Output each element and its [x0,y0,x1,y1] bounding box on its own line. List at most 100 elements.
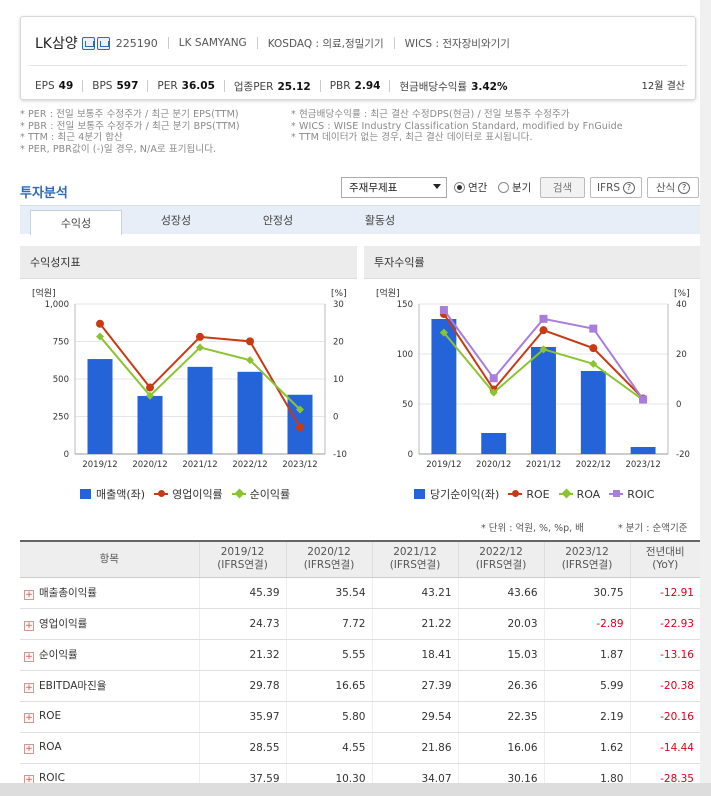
legend-item[interactable]: 매출액(좌) [80,486,145,502]
metric-value: 49 [58,80,74,92]
value-cell: 16.06 [457,732,544,764]
point-순이익률[interactable] [296,405,304,414]
expand-icon[interactable]: + [24,744,34,754]
ifrs-button[interactable]: IFRS? [590,177,642,198]
right-tick-label: 10 [333,375,344,385]
point-ROA[interactable] [539,345,548,354]
bar-당기순이익(좌)[interactable] [580,371,606,454]
radio-quarter[interactable]: 분기 [498,180,531,195]
english-name: LK SAMYANG [178,37,247,49]
radio-quarter-circle[interactable] [498,182,509,193]
point-영업이익률[interactable] [246,337,254,346]
expand-icon[interactable]: + [24,621,34,631]
value-cell: 30.75 [543,577,630,609]
row-label: 영업이익률 [39,618,88,630]
row-label-cell[interactable]: + ROA [20,732,199,764]
right-tick-label: 20 [333,338,344,348]
legend-item[interactable]: ROA [558,488,600,501]
point-ROIC[interactable] [489,374,498,383]
bar-당기순이익(좌)[interactable] [481,433,507,454]
column-header-title: 전년대비 [645,546,685,559]
point-ROE[interactable] [589,344,598,353]
point-ROA[interactable] [589,359,598,368]
legend-item[interactable]: 당기순이익(좌) [414,486,499,502]
bar-당기순이익(좌)[interactable] [630,447,656,454]
expand-icon[interactable]: + [24,713,34,723]
tab-profitability[interactable]: 수익성 [30,210,122,235]
x-tick-label: 2021/12 [526,460,561,470]
point-영업이익률[interactable] [96,319,104,328]
point-ROA[interactable] [439,328,448,337]
column-header-title: 항목 [99,552,119,565]
yoy-cell: -14.44 [629,732,700,764]
point-ROIC[interactable] [589,324,598,333]
point-순이익률[interactable] [196,343,204,352]
home-icon[interactable] [81,36,95,50]
bar-당기순이익(좌)[interactable] [531,347,556,454]
point-ROIC[interactable] [639,395,648,404]
right-tick-label: 40 [676,300,687,310]
chart-profitability-svg: [억원] [%] 1,000 750 500 250 0 30 20 10 0 -10 2019/12 2… [32,287,347,470]
point-ROIC[interactable] [439,306,448,315]
search-button[interactable]: 검색 [540,177,585,198]
statement-select[interactable]: 주재무제표 [341,177,447,198]
market-sector: KOSDAQ : 의료,정밀기기 [267,37,384,50]
point-ROE[interactable] [539,326,548,335]
bar-매출액(좌)[interactable] [137,395,163,454]
point-순이익률[interactable] [96,332,104,341]
tab-stability[interactable]: 안정성 [262,214,294,227]
metric-3: 업종PER 25.12 [234,79,311,94]
unit-note: * 단위 : 억원, %, %p, 배 [481,523,584,534]
bar-매출액(좌)[interactable] [187,366,213,454]
value-cell: 43.21 [371,577,458,609]
point-순이익률[interactable] [146,391,154,400]
tab-growth[interactable]: 성장성 [160,214,192,227]
legend-swatch [508,490,523,498]
row-label-cell[interactable]: + EBITDA마진율 [20,670,199,702]
x-tick-label: 2021/12 [182,460,217,470]
point-영업이익률[interactable] [146,383,154,392]
value-cell: 15.03 [457,639,544,671]
legend-item[interactable]: 순이익률 [231,486,290,502]
legend-swatch [414,489,425,499]
value-cell: 7.72 [285,608,372,640]
expand-icon[interactable]: + [24,652,34,662]
tab-activity[interactable]: 활동성 [364,214,396,227]
vertical-scrollbar[interactable] [700,0,711,796]
bar-매출액(좌)[interactable] [237,371,263,454]
radio-annual[interactable]: 연간 [454,180,487,195]
right-tick-label: 30 [333,300,344,310]
row-label-cell[interactable]: + 매출총이익률 [20,577,199,609]
row-label-cell[interactable]: + 순이익률 [20,639,199,671]
row-label-cell[interactable]: + ROE [20,701,199,733]
expand-icon[interactable]: + [24,683,34,693]
column-header: 2021/12 (IFRS연결) [371,541,458,578]
table-row: + 영업이익률 24.73 7.72 21.22 20.03 -2.89 -22.93 [20,608,700,640]
point-ROIC[interactable] [539,314,548,323]
period-note: * 분기 : 순액기준 [618,523,688,534]
metric-value: 25.12 [277,80,311,93]
point-ROA[interactable] [489,388,498,397]
bar-당기순이익(좌)[interactable] [431,319,457,454]
horizontal-scrollbar[interactable] [0,783,711,796]
point-영업이익률[interactable] [196,332,204,341]
row-label-cell[interactable]: + 영업이익률 [20,608,199,640]
radio-annual-circle[interactable] [454,182,465,193]
point-순이익률[interactable] [246,356,254,365]
legend-item[interactable]: ROIC [609,488,654,501]
column-header-basis: (YoY) [652,559,679,572]
column-header: 2022/12 (IFRS연결) [457,541,544,578]
left-tick-label: 100 [397,350,413,360]
left-axis-unit: [억원] [376,287,400,299]
right-tick-label: 20 [676,350,687,360]
bar-매출액(좌)[interactable] [87,359,113,454]
legend-item[interactable]: 영업이익률 [154,486,223,502]
ir-home-icon[interactable] [96,36,110,50]
point-영업이익률[interactable] [296,423,304,432]
metric-label: 현금배당수익률 [399,80,468,93]
formula-button[interactable]: 산식? [647,177,699,198]
legend-item[interactable]: ROE [508,488,550,501]
formula-button-label: 산식 [655,182,676,194]
chart-profitability: [억원] [%] 1,000 750 500 250 0 30 20 10 0 -10 2019/12 2… [20,282,357,507]
expand-icon[interactable]: + [24,590,34,600]
